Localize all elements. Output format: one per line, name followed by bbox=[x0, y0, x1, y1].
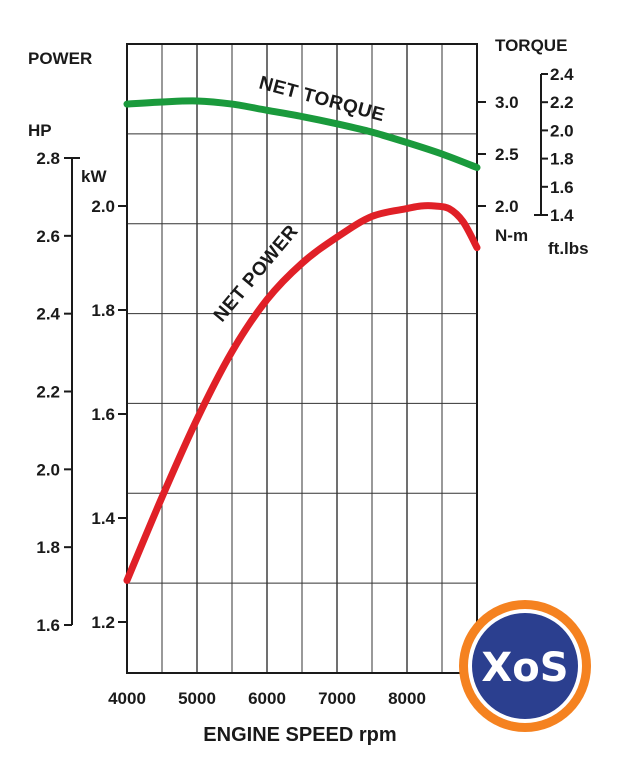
x-axis: 400050006000700080009 bbox=[108, 689, 482, 708]
plot-frame bbox=[126, 43, 478, 674]
ftlbs-tick-label: 1.6 bbox=[550, 178, 574, 197]
x-tick-label: 4000 bbox=[108, 689, 146, 708]
hp-tick-label: 1.6 bbox=[36, 616, 60, 635]
hp-tick-label: 2.2 bbox=[36, 383, 60, 402]
grid-lines bbox=[127, 44, 477, 673]
torque-axis-title: TORQUE bbox=[495, 36, 567, 55]
nm-tick-label: 3.0 bbox=[495, 93, 519, 112]
power-axis-title: POWER bbox=[28, 49, 92, 68]
nm-tick-label: 2.0 bbox=[495, 197, 519, 216]
kw-tick-label: 1.6 bbox=[91, 405, 115, 424]
kw-tick-label: 1.4 bbox=[91, 509, 115, 528]
logo-blue-disc bbox=[472, 613, 578, 719]
net-torque-curve bbox=[123, 97, 481, 172]
net-power-curve bbox=[123, 202, 481, 584]
nm-tick-label: 2.5 bbox=[495, 145, 519, 164]
hp-tick-label: 2.8 bbox=[36, 149, 60, 168]
hp-axis: 2.8 2.6 2.4 2.2 2.0 1.8 1.6 bbox=[36, 149, 80, 635]
x-tick-label: 8000 bbox=[388, 689, 426, 708]
x-tick-label: 5000 bbox=[178, 689, 216, 708]
hp-tick-label: 2.6 bbox=[36, 227, 60, 246]
hp-tick-label: 2.0 bbox=[36, 460, 60, 479]
kw-tick-label: 1.2 bbox=[91, 613, 115, 632]
ftlbs-tick-label: 1.4 bbox=[550, 206, 574, 225]
hp-tick-label: 1.8 bbox=[36, 538, 60, 557]
kw-axis-label: kW bbox=[81, 167, 107, 186]
logo-text: XoS bbox=[481, 645, 568, 691]
ftlbs-axis: 2.4 2.2 2.0 1.8 1.6 1.4 bbox=[534, 65, 574, 225]
kw-axis: 2.0 1.8 1.6 1.4 1.2 bbox=[91, 197, 127, 632]
kw-tick-label: 1.8 bbox=[91, 301, 115, 320]
hp-tick-label: 2.4 bbox=[36, 305, 60, 324]
ftlbs-axis-label: ft.lbs bbox=[548, 239, 589, 258]
x-tick-label: 7000 bbox=[318, 689, 356, 708]
nm-axis-label: N-m bbox=[495, 226, 528, 245]
x-axis-label: ENGINE SPEED rpm bbox=[203, 724, 396, 746]
ftlbs-tick-label: 2.0 bbox=[550, 121, 574, 140]
x-tick-label: 6000 bbox=[248, 689, 286, 708]
curves bbox=[123, 97, 481, 584]
hp-axis-label: HP bbox=[28, 121, 52, 140]
kw-tick-label: 2.0 bbox=[91, 197, 115, 216]
ftlbs-tick-label: 1.8 bbox=[550, 150, 574, 169]
nm-axis: 3.0 2.5 2.0 bbox=[477, 93, 519, 216]
xos-logo: XoS bbox=[459, 600, 591, 732]
ftlbs-tick-label: 2.4 bbox=[550, 65, 574, 84]
ftlbs-tick-label: 2.2 bbox=[550, 93, 574, 112]
